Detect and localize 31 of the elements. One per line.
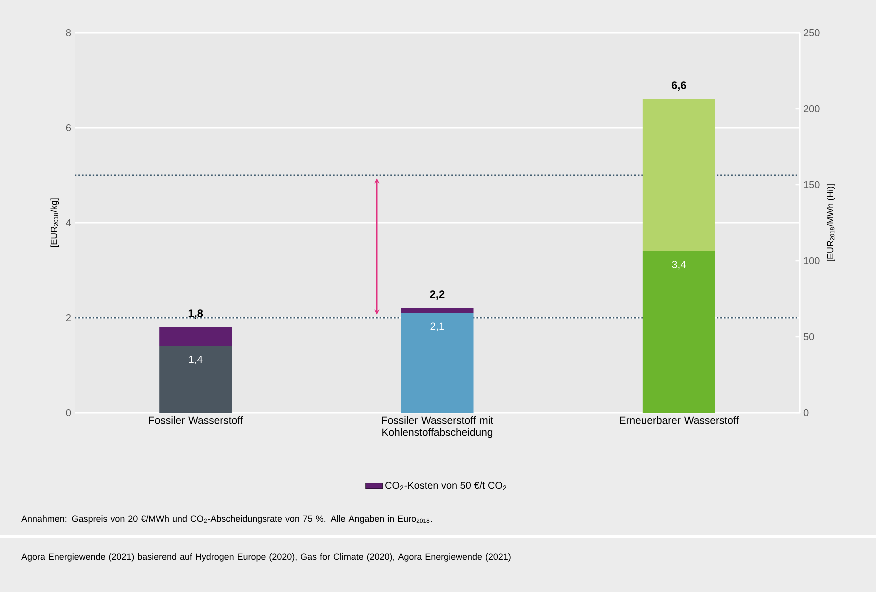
y-tick-label: 4	[66, 220, 72, 226]
y2-tick-label: 0	[804, 409, 809, 417]
total-label: 6,6	[672, 82, 686, 91]
x-tick-label: Fossiler Wasserstoff mit Kohlenstoffabscheidung	[382, 416, 494, 438]
x-tick-label: Fossiler Wasserstoff	[149, 416, 244, 424]
y2-tick-label: 250	[804, 29, 820, 37]
y2-tick-label: 150	[804, 181, 820, 189]
legend-label: CO$_{2}$-Kosten von 50 €/t CO$_{2}$	[386, 482, 506, 490]
text: Agora Energiewende (2021) basierend auf Hydrogen Europe (2020), Gas for Climate (2020), Agora Energiewende (2021)	[22, 554, 511, 562]
y2-tick-label: 100	[804, 257, 820, 265]
y-axis-title: [EUR$_{2018}$/kg]	[50, 198, 60, 248]
bar	[401, 313, 474, 413]
y-tick-label: 6	[66, 124, 72, 132]
bar	[401, 308, 474, 314]
bar	[642, 251, 716, 413]
total-label: 2,2	[430, 290, 445, 300]
bar	[160, 327, 232, 346]
y-tick-label: 8	[66, 29, 72, 37]
y2-tick-label: 50	[804, 333, 814, 341]
data-label: 2,1	[430, 322, 444, 332]
total-label: 1,8	[188, 310, 204, 319]
data-label: 3,4	[672, 260, 686, 270]
y2-tick-label: 200	[804, 105, 820, 113]
bar	[160, 346, 232, 413]
text: Annahmen: Gaspreis von 20 €/MWh und CO$_{2}$-Abscheidungsrate von 75 %. Alle Angaben in Euro$_{2018}$.	[22, 516, 432, 524]
y2-axis-title: [EUR$_{2018}$/MWh (Hi)]	[827, 184, 836, 262]
y-tick-label: 2	[66, 314, 71, 322]
y-tick-label: 0	[66, 409, 72, 417]
x-tick-label: Erneuerbarer Wasserstoff	[620, 416, 740, 424]
bar	[642, 99, 716, 252]
data-label: 1,4	[189, 356, 203, 365]
